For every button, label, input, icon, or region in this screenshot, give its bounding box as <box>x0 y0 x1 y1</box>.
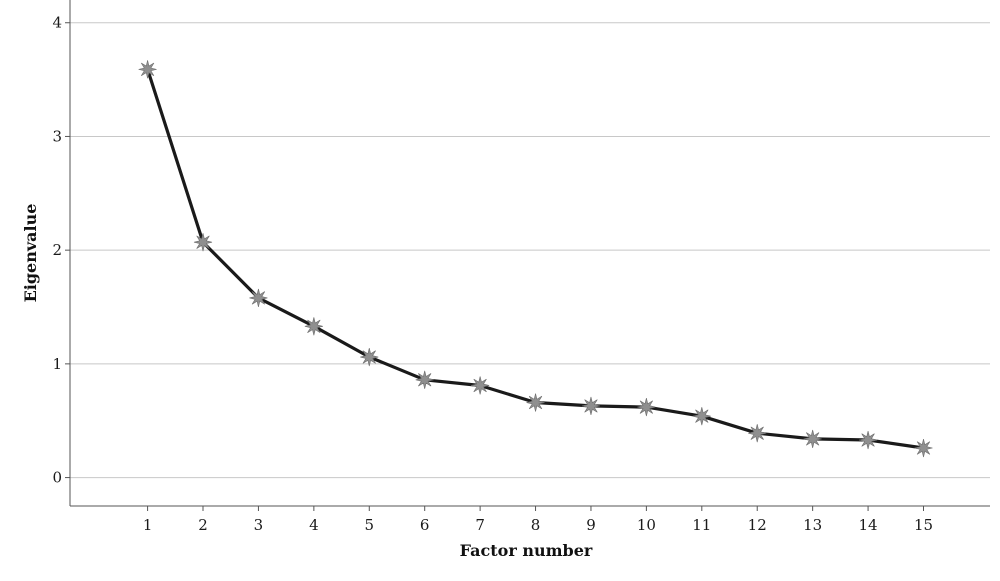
data-point-1 <box>138 60 157 79</box>
x-tick-label-4: 4 <box>309 516 319 534</box>
x-tick-label-15: 15 <box>914 516 933 534</box>
y-tick-label-3: 3 <box>52 127 62 145</box>
data-point-2 <box>193 233 213 252</box>
data-point-6 <box>415 370 434 389</box>
data-point-14 <box>858 430 878 450</box>
x-tick-label-13: 13 <box>803 516 822 534</box>
x-tick-label-12: 12 <box>748 516 767 534</box>
x-tick-label-14: 14 <box>859 516 878 534</box>
y-axis-title: Eigenvalue <box>21 204 40 303</box>
x-tick-label-1: 1 <box>143 516 153 534</box>
data-point-4 <box>304 317 323 336</box>
axes <box>69 0 990 507</box>
gridlines <box>70 22 990 479</box>
x-tick-label-6: 6 <box>420 516 430 534</box>
data-point-9 <box>581 396 601 416</box>
x-tick-label-5: 5 <box>365 516 375 534</box>
x-tick-label-2: 2 <box>198 516 208 534</box>
x-tick-label-10: 10 <box>637 516 656 534</box>
y-tick-label-2: 2 <box>52 241 62 259</box>
y-axis-ticks: 0 1 2 3 4 <box>52 14 70 487</box>
data-point-3 <box>249 288 268 307</box>
y-tick-label-4: 4 <box>52 14 62 32</box>
data-point-7 <box>471 376 490 395</box>
data-point-13 <box>803 429 822 448</box>
x-tick-label-11: 11 <box>692 516 711 534</box>
data-point-15 <box>914 438 933 458</box>
x-tick-label-3: 3 <box>254 516 264 534</box>
y-tick-label-0: 0 <box>52 469 62 487</box>
x-tick-label-9: 9 <box>586 516 596 534</box>
data-point-12 <box>748 424 767 443</box>
x-tick-label-7: 7 <box>475 516 485 534</box>
series-eigenvalues <box>138 60 933 458</box>
data-point-10 <box>637 397 656 417</box>
data-point-5 <box>360 347 379 367</box>
x-axis-title: Factor number <box>460 541 593 560</box>
data-point-11 <box>692 407 711 426</box>
data-point-8 <box>526 393 545 412</box>
y-tick-label-1: 1 <box>52 355 62 373</box>
x-axis-ticks: 1 2 3 4 5 6 7 8 9 10 11 12 13 14 15 <box>143 506 933 534</box>
series-line <box>146 68 924 450</box>
x-tick-label-8: 8 <box>531 516 541 534</box>
